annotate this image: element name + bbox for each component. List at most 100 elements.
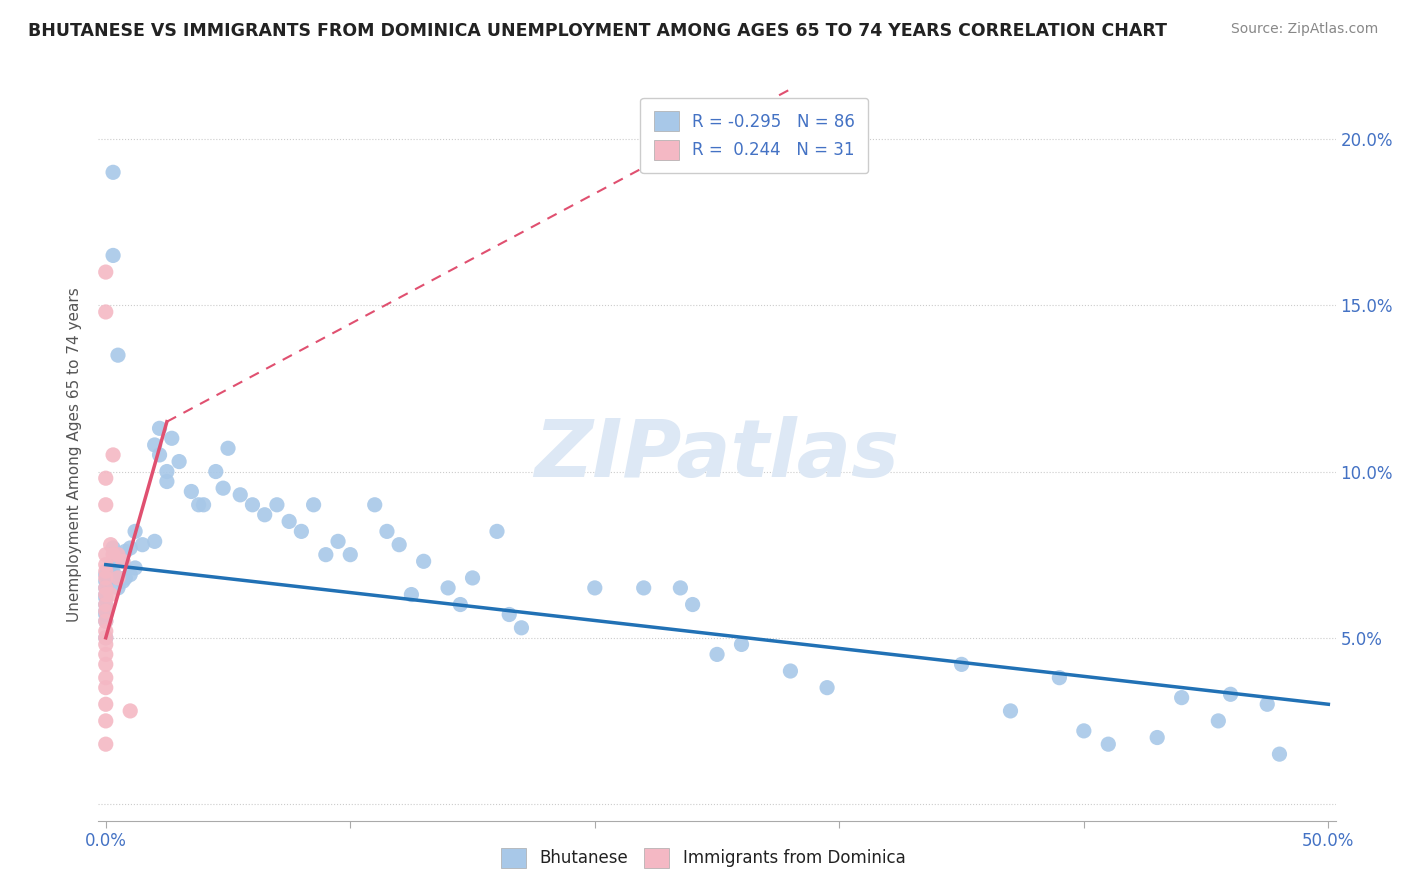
Point — [193, 498, 215, 512]
Point — [94, 471, 117, 485]
Y-axis label: Unemployment Among Ages 65 to 74 years: Unemployment Among Ages 65 to 74 years — [67, 287, 83, 623]
Point — [101, 558, 124, 572]
Point — [94, 588, 117, 602]
Point — [94, 607, 117, 622]
Legend: R = -0.295   N = 86, R =  0.244   N = 31: R = -0.295 N = 86, R = 0.244 N = 31 — [640, 97, 868, 173]
Point — [1097, 737, 1119, 751]
Point — [253, 508, 276, 522]
Point — [94, 614, 117, 628]
Point — [583, 581, 606, 595]
Point — [94, 737, 117, 751]
Point — [114, 571, 136, 585]
Point — [94, 588, 117, 602]
Point — [212, 481, 235, 495]
Point — [669, 581, 692, 595]
Point — [120, 567, 142, 582]
Point — [706, 648, 728, 662]
Point — [94, 681, 117, 695]
Point — [124, 561, 146, 575]
Point — [94, 574, 117, 589]
Point — [412, 554, 434, 568]
Point — [111, 554, 134, 568]
Point — [107, 571, 129, 585]
Point — [167, 454, 190, 468]
Point — [107, 548, 129, 562]
Point — [101, 548, 124, 562]
Point — [94, 571, 117, 585]
Text: BHUTANESE VS IMMIGRANTS FROM DOMINICA UNEMPLOYMENT AMONG AGES 65 TO 74 YEARS COR: BHUTANESE VS IMMIGRANTS FROM DOMINICA UN… — [28, 22, 1167, 40]
Point — [290, 524, 312, 539]
Text: Source: ZipAtlas.com: Source: ZipAtlas.com — [1230, 22, 1378, 37]
Point — [148, 421, 170, 435]
Point — [120, 704, 142, 718]
Point — [461, 571, 484, 585]
Point — [120, 541, 142, 555]
Point — [101, 541, 124, 555]
Point — [339, 548, 361, 562]
Point — [107, 348, 129, 362]
Point — [94, 671, 117, 685]
Point — [160, 431, 183, 445]
Point — [101, 248, 124, 262]
Text: ZIPatlas: ZIPatlas — [534, 416, 900, 494]
Point — [107, 571, 129, 585]
Point — [94, 631, 117, 645]
Point — [107, 548, 129, 562]
Point — [114, 544, 136, 558]
Point — [94, 604, 117, 618]
Point — [1219, 687, 1241, 701]
Point — [94, 657, 117, 672]
Point — [815, 681, 838, 695]
Point — [266, 498, 288, 512]
Point — [107, 581, 129, 595]
Point — [1256, 698, 1278, 712]
Point — [278, 515, 301, 529]
Point — [148, 448, 170, 462]
Point — [1073, 723, 1095, 738]
Point — [302, 498, 325, 512]
Point — [1000, 704, 1022, 718]
Point — [94, 564, 117, 578]
Point — [510, 621, 533, 635]
Point — [94, 581, 117, 595]
Point — [94, 637, 117, 651]
Point — [94, 581, 117, 595]
Point — [375, 524, 398, 539]
Point — [94, 598, 117, 612]
Point — [437, 581, 460, 595]
Point — [242, 498, 264, 512]
Point — [143, 534, 166, 549]
Point — [204, 465, 226, 479]
Point — [101, 165, 124, 179]
Point — [131, 538, 153, 552]
Point — [1268, 747, 1291, 761]
Point — [94, 648, 117, 662]
Point — [100, 538, 122, 552]
Point — [94, 698, 117, 712]
Point — [111, 554, 134, 568]
Point — [1146, 731, 1168, 745]
Point — [94, 567, 117, 582]
Point — [94, 604, 117, 618]
Point — [101, 564, 124, 578]
Point — [950, 657, 973, 672]
Point — [100, 588, 122, 602]
Point — [401, 588, 423, 602]
Point — [388, 538, 411, 552]
Point — [94, 548, 117, 562]
Point — [94, 598, 117, 612]
Point — [94, 631, 117, 645]
Point — [94, 305, 117, 319]
Point — [364, 498, 387, 512]
Point — [111, 574, 134, 589]
Point — [101, 448, 124, 462]
Point — [1047, 671, 1070, 685]
Point — [779, 664, 801, 678]
Point — [449, 598, 471, 612]
Point — [187, 498, 209, 512]
Point — [156, 475, 179, 489]
Point — [682, 598, 704, 612]
Point — [94, 265, 117, 279]
Point — [1208, 714, 1230, 728]
Point — [326, 534, 349, 549]
